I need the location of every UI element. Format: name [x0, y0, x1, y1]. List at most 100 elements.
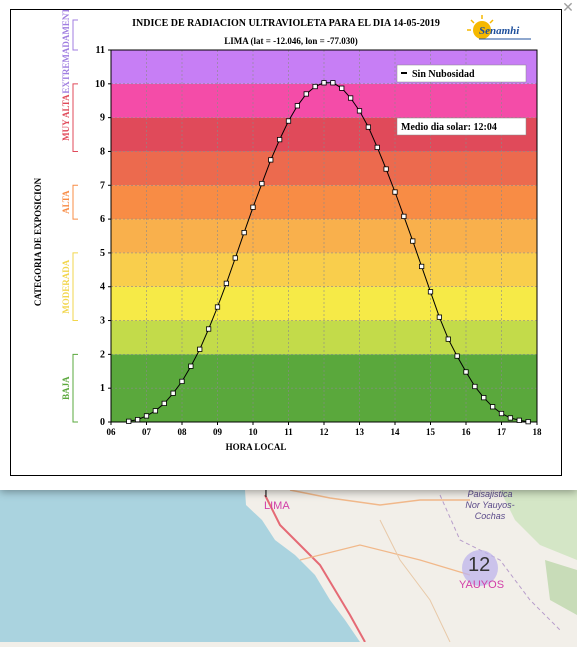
close-icon[interactable]: ✕: [562, 0, 574, 16]
data-point: [321, 80, 327, 86]
data-point: [206, 326, 212, 332]
map-label-yauyos[interactable]: YAUYOS: [459, 579, 505, 591]
category-bracket: [72, 252, 78, 322]
y-tick-label: 6: [100, 214, 105, 225]
category-bracket: [72, 184, 78, 220]
x-tick-label: 15: [426, 427, 436, 437]
data-point: [268, 157, 274, 163]
y-tick-label: 4: [100, 282, 105, 293]
data-point: [374, 144, 380, 150]
x-tick-label: 17: [497, 427, 507, 437]
data-point: [223, 280, 229, 286]
data-point: [161, 400, 167, 407]
chart-subtitle: LIMA (lat = -12.046, lon = -77.030): [224, 36, 358, 46]
data-point: [481, 395, 487, 401]
y-tick-label: 9: [100, 113, 105, 124]
y-tick-label: 11: [96, 45, 105, 56]
category-bracket: [72, 353, 78, 423]
uv-band-6: [111, 151, 537, 186]
data-point: [507, 415, 513, 421]
chart-grid: [111, 50, 537, 422]
uv-band-1: [111, 320, 537, 355]
data-point: [419, 263, 425, 270]
data-point: [454, 353, 460, 359]
data-point: [436, 314, 442, 320]
x-tick-label: 11: [284, 427, 293, 437]
y-tick-label: 0: [100, 417, 105, 428]
x-axis-label: HORA LOCAL: [226, 442, 287, 452]
x-axis: 06 07 08 09 10 11 12 13 14 15 16 17 18: [107, 422, 543, 437]
data-point: [285, 118, 292, 124]
data-point: [330, 80, 336, 86]
data-point: [490, 404, 496, 410]
category-label: MUY ALTA: [61, 94, 71, 141]
data-point: [135, 417, 141, 423]
category-label: ALTA: [61, 190, 71, 214]
uv-band-3: [111, 252, 537, 287]
category-bracket: [72, 19, 78, 51]
uv-band-8: [111, 83, 537, 118]
x-tick-label: 12: [320, 427, 330, 437]
logo-text: Senamhi: [479, 25, 520, 37]
uv-marker-yauyos[interactable]: [462, 550, 498, 586]
data-point: [498, 410, 505, 417]
uv-marker-value: 12: [468, 554, 491, 576]
y-tick-label: 2: [100, 349, 105, 360]
series-line-sin-nubosidad: [128, 82, 529, 423]
data-point: [179, 378, 185, 385]
data-point: [383, 166, 389, 172]
data-point: [516, 417, 522, 423]
senamhi-logo: Senamhi: [467, 15, 531, 40]
category-label: EXTREMADAMENTE ALTA: [61, 10, 71, 94]
x-tick-label: 14: [391, 427, 401, 437]
data-point: [472, 383, 478, 390]
solar-noon-annotation: Medio dia solar: 12:04: [401, 122, 497, 133]
category-bracket: [72, 83, 78, 152]
data-point: [277, 137, 283, 143]
data-point: [401, 213, 407, 219]
data-point: [348, 95, 354, 101]
data-point: [392, 189, 398, 195]
uv-chart: INDICE DE RADIACION ULTRAVIOLETA PARA EL…: [10, 0, 562, 476]
data-point: [445, 336, 451, 342]
data-point: [152, 408, 158, 414]
uv-chart-svg: INDICE DE RADIACION ULTRAVIOLETA PARA EL…: [33, 0, 543, 452]
x-tick-label: 07: [142, 427, 152, 437]
data-point: [365, 124, 371, 130]
x-tick-label: 16: [462, 427, 472, 437]
data-point: [232, 255, 238, 261]
x-tick-label: 08: [178, 427, 188, 437]
y-tick-label: 1: [100, 383, 105, 394]
y-tick-label: 10: [95, 79, 105, 90]
y-tick-label: 7: [100, 180, 105, 191]
y-tick-label: 5: [100, 248, 105, 259]
data-point: [294, 103, 300, 109]
category-label: BAJA: [61, 376, 71, 400]
chart-popup: ✕ INDICE DE RADIACION ULTRAVIOLETA PARA …: [0, 0, 577, 490]
series-points: [126, 80, 531, 425]
data-point: [241, 230, 247, 236]
data-point: [303, 91, 309, 97]
y-tick-label: 3: [100, 316, 105, 327]
map-partial-label: I: [264, 484, 268, 500]
data-point: [214, 304, 221, 310]
category-label: MODERADA: [61, 259, 71, 313]
x-tick-label: 18: [533, 427, 543, 437]
data-point: [410, 238, 416, 244]
data-point: [188, 363, 194, 369]
y-axis-label: CATEGORIA DE EXPOSICION: [33, 177, 43, 306]
y-tick-label: 8: [100, 146, 105, 157]
data-point: [170, 390, 176, 396]
x-tick-label: 13: [355, 427, 365, 437]
x-tick-label: 09: [213, 427, 223, 437]
data-point: [427, 289, 434, 295]
legend-box: [396, 64, 527, 83]
x-tick-label: 10: [249, 427, 259, 437]
data-point: [126, 418, 132, 424]
y-axis: 0 1 2 3 4 5 6 7 8 9 10 11: [95, 45, 111, 428]
data-point: [339, 85, 345, 91]
map-label-lima[interactable]: LIMA: [264, 500, 290, 512]
data-point: [197, 346, 203, 352]
annotation-box: [396, 117, 527, 136]
